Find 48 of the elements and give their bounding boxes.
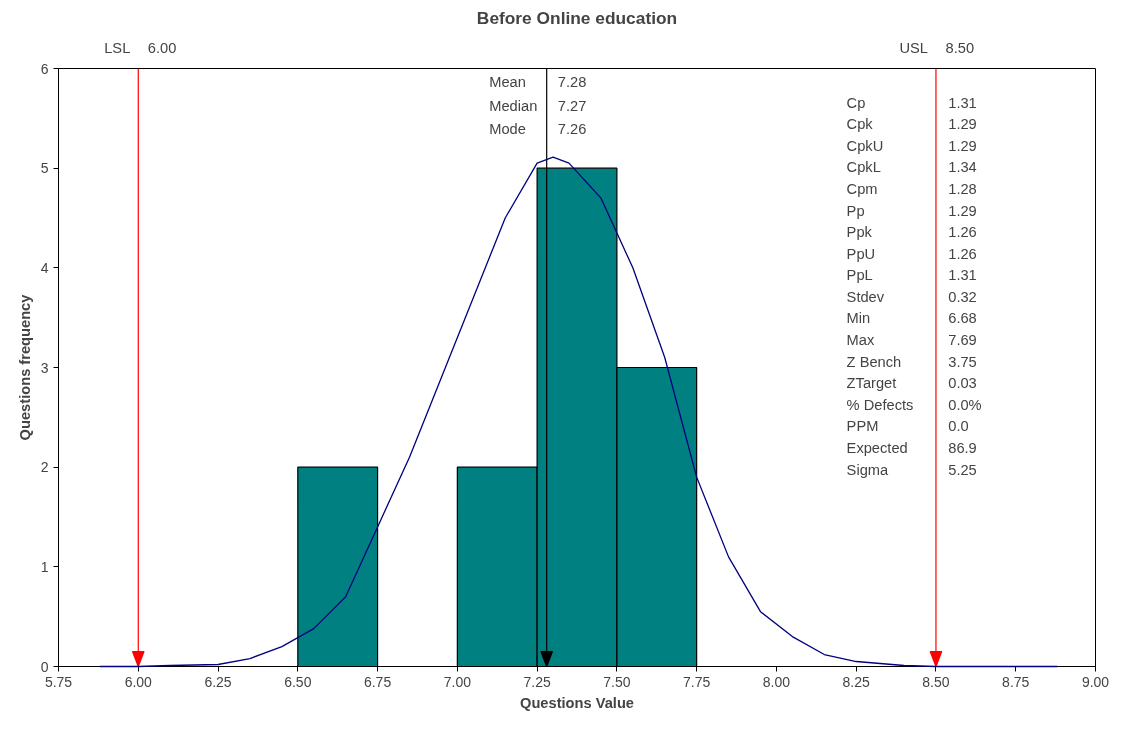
chart-title: Before Online education <box>476 7 678 28</box>
y-tick-label: 0 <box>40 658 49 675</box>
x-tick-label: 5.75 <box>44 673 73 690</box>
x-tick-label: 6.25 <box>204 673 232 690</box>
text: % Defects 0.0% <box>846 396 982 413</box>
text: CpkU 1.29 <box>846 137 977 154</box>
text: Ppk 1.26 <box>846 224 977 241</box>
x-tick-label: 7.50 <box>603 673 631 690</box>
text: Stdev 0.32 <box>846 288 977 305</box>
text: Pp 1.29 <box>846 202 977 219</box>
text: Sigma 5.25 <box>846 461 977 478</box>
text: Mode 7.26 <box>489 121 587 138</box>
x-tick-label: 7.00 <box>443 673 472 690</box>
y-tick-label: 4 <box>40 259 49 276</box>
x-tick-label: 8.00 <box>762 673 791 690</box>
text: Cp 1.31 <box>846 94 977 111</box>
text: Cpm 1.28 <box>846 180 977 197</box>
x-tick-label: 8.50 <box>922 673 950 690</box>
x-tick-label: 7.75 <box>683 673 711 690</box>
x-tick-label: 8.25 <box>842 673 871 690</box>
text: ZTarget 0.03 <box>846 375 977 392</box>
y-tick-label: 6 <box>40 60 49 77</box>
text: Z Bench 3.75 <box>846 353 977 370</box>
text: PPM 0.0 <box>846 418 969 435</box>
line-series <box>99 156 1058 668</box>
y-axis-title: Questions frequency <box>16 293 33 441</box>
x-tick-label: 6.00 <box>124 673 153 690</box>
ref-line-label: USL 8.50 <box>899 39 975 56</box>
y-tick-label: 2 <box>40 459 49 476</box>
x-tick-label: 6.50 <box>284 673 312 690</box>
x-tick-label: 6.75 <box>363 673 392 690</box>
text: Median 7.27 <box>489 97 587 114</box>
text: Max 7.69 <box>846 332 977 349</box>
text: Min 6.68 <box>846 310 977 327</box>
text: Cpk 1.29 <box>846 116 977 133</box>
text: Mean 7.28 <box>489 73 587 90</box>
text: CpkL 1.34 <box>846 159 977 176</box>
text: Expected 86.9 <box>846 439 977 456</box>
y-tick-label: 3 <box>40 359 49 376</box>
x-tick-label: 8.75 <box>1002 673 1030 690</box>
y-tick-label: 1 <box>40 558 49 575</box>
text: PpL 1.31 <box>846 267 977 284</box>
x-axis-title: Questions Value <box>519 694 635 711</box>
text: PpU 1.26 <box>846 245 977 262</box>
x-tick-label: 9.00 <box>1081 673 1110 690</box>
y-tick-label: 5 <box>40 160 49 177</box>
ref-line-label: LSL 6.00 <box>104 39 177 56</box>
x-tick-label: 7.25 <box>523 673 551 690</box>
